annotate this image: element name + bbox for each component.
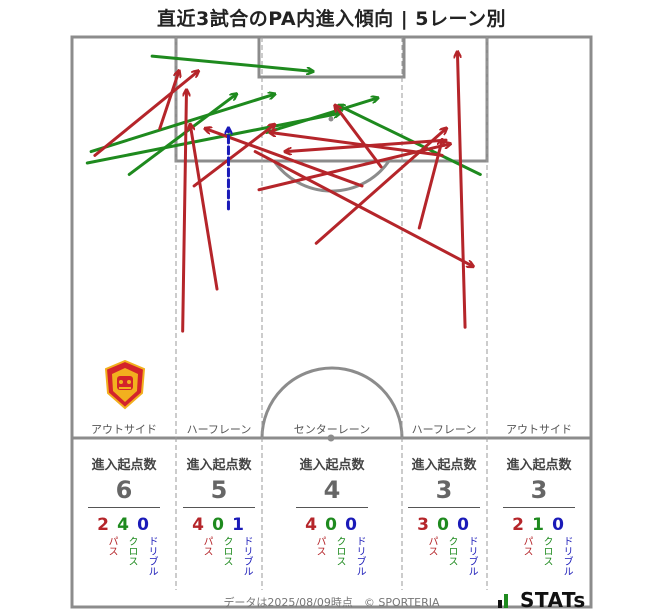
pass-count: 3: [417, 515, 429, 535]
pass-count: 4: [192, 515, 204, 535]
lane-label-outside-right: アウトサイド: [506, 423, 572, 436]
cross-arrow: [150, 54, 312, 71]
pass-arrow: [253, 150, 473, 267]
pass-count: 2: [97, 515, 109, 535]
dribble-label: ドリブル: [466, 536, 477, 576]
footer-credit: データは2025/08/09時点 © SPORTERIA: [223, 596, 440, 609]
dribble-label: ドリブル: [146, 536, 157, 576]
stat-total: 5: [210, 476, 228, 504]
cross-label: クロス: [126, 536, 137, 566]
pass-label: パス: [201, 536, 212, 556]
cross-arrow: [339, 106, 482, 176]
stat-header: 進入起点数: [411, 458, 477, 473]
chart-title: 直近3試合のPA内進入傾向 | 5レーン別: [156, 8, 507, 30]
cross-count: 0: [212, 515, 224, 535]
pass-label: パス: [426, 536, 437, 556]
lane-label-center: センターレーン: [293, 423, 371, 436]
club-crest-icon: [104, 360, 146, 410]
lane-label-halflane-right: ハーフレーン: [411, 423, 477, 436]
cross-label: クロス: [221, 536, 232, 566]
stat-header: 進入起点数: [506, 458, 572, 473]
penalty-spot: [328, 116, 334, 122]
pass-arrow: [181, 90, 187, 333]
cross-label: クロス: [446, 536, 457, 566]
cross-count: 0: [437, 515, 449, 535]
pass-arrow: [206, 129, 364, 188]
stat-total: 6: [115, 476, 133, 504]
cross-label: クロス: [541, 536, 552, 566]
dribble-label: ドリブル: [561, 536, 572, 576]
dribble-count: 0: [345, 515, 357, 535]
pass-count: 4: [305, 515, 317, 535]
stat-divider: [296, 507, 368, 508]
pass-arrow: [457, 52, 467, 329]
center-spot: [327, 434, 335, 442]
dribble-count: 1: [232, 515, 244, 535]
brand-name: STATs: [520, 588, 586, 612]
stat-total: 3: [435, 476, 453, 504]
stat-total: 3: [530, 476, 548, 504]
goal-area: [257, 35, 406, 79]
pass-arrow: [335, 106, 383, 169]
cross-count: 0: [325, 515, 337, 535]
cross-arrow: [127, 94, 236, 176]
pass-label: パス: [521, 536, 532, 556]
center-circle: [260, 366, 404, 439]
stat-divider: [88, 507, 160, 508]
pass-label: パス: [314, 536, 325, 556]
entry-arrows: [85, 52, 482, 333]
pass-arrow: [257, 144, 450, 192]
cross-arrow: [265, 98, 378, 134]
dribble-count: 0: [552, 515, 564, 535]
cross-label: クロス: [334, 536, 345, 566]
dribble-label: ドリブル: [241, 536, 252, 576]
pass-arrow: [190, 125, 219, 291]
dribble-count: 0: [137, 515, 149, 535]
cross-count: 4: [117, 515, 129, 535]
cross-count: 1: [532, 515, 544, 535]
stat-divider: [503, 507, 575, 508]
pass-arrow: [158, 71, 179, 131]
pass-arrow: [314, 129, 446, 245]
lane-label-outside-left: アウトサイド: [91, 423, 157, 436]
dribble-count: 0: [457, 515, 469, 535]
pass-arrow: [93, 71, 198, 157]
dribble-label: ドリブル: [354, 536, 365, 576]
pass-arrow: [417, 140, 442, 230]
stat-header: 進入起点数: [91, 458, 157, 473]
pitch-lines: [70, 35, 593, 609]
stat-total: 4: [323, 476, 341, 504]
stat-header: 進入起点数: [186, 458, 252, 473]
stat-divider: [183, 507, 255, 508]
stat-header: 進入起点数: [299, 458, 365, 473]
stats-logo-icon: [498, 594, 508, 608]
pass-count: 2: [512, 515, 524, 535]
pass-arrow: [192, 125, 274, 188]
cross-arrow: [89, 94, 274, 154]
pass-label: パス: [106, 536, 117, 556]
lane-label-halflane-left: ハーフレーン: [186, 423, 252, 436]
stat-divider: [408, 507, 480, 508]
